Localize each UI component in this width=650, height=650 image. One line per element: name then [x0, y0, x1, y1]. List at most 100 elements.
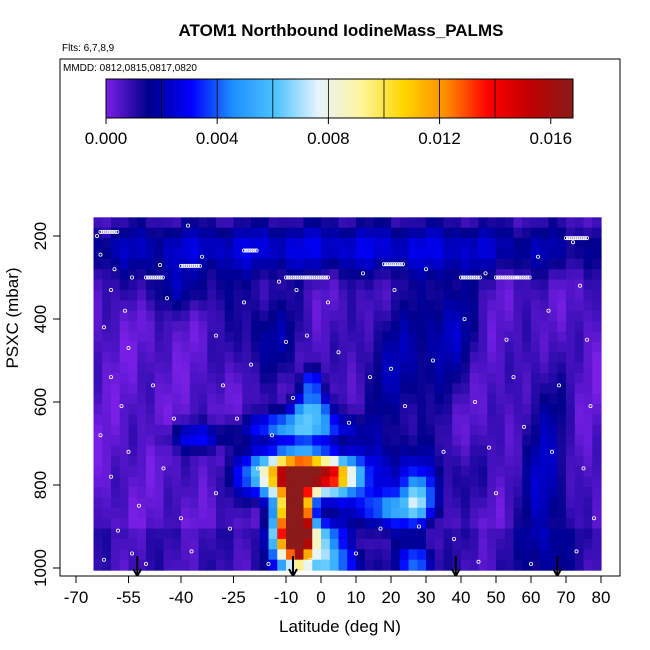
heatmap-cell [504, 341, 515, 353]
sample-point [102, 229, 107, 234]
sample-point [146, 275, 151, 280]
heatmap-cell [566, 393, 576, 405]
heatmap-cell [111, 538, 121, 550]
heatmap-cell [426, 227, 436, 239]
heatmap-cell [583, 528, 593, 540]
heatmap-cell [469, 383, 480, 395]
heatmap-cell [548, 372, 558, 384]
heatmap-cell [364, 310, 375, 322]
heatmap-cell [128, 248, 138, 260]
heatmap-cell [233, 507, 243, 519]
heatmap-cell [557, 227, 567, 239]
heatmap-cell [539, 321, 550, 333]
heatmap-cell [382, 404, 392, 416]
heatmap-cell [137, 341, 147, 353]
heatmap-cell [566, 238, 576, 250]
heatmap-cell [574, 248, 585, 260]
heatmap-cell [251, 393, 261, 405]
heatmap-cell [189, 310, 200, 322]
heatmap-cell [487, 352, 497, 364]
y-tick-label: 400 [31, 305, 50, 333]
heatmap-cell [382, 217, 392, 229]
heatmap-cell [531, 549, 541, 561]
heatmap-cell [399, 476, 410, 488]
heatmap-cell [364, 362, 375, 374]
sample-point [100, 229, 105, 234]
heatmap-cell [303, 238, 313, 250]
heatmap-cell [233, 362, 243, 374]
sample-point [469, 275, 474, 280]
heatmap-cell [207, 414, 217, 426]
heatmap-cell [286, 404, 296, 416]
heatmap-cell [539, 217, 550, 229]
heatmap-cell [259, 352, 270, 364]
heatmap-cell [347, 424, 357, 436]
heatmap-cell [268, 383, 278, 395]
colorbar-tick-label: 0.000 [85, 129, 128, 148]
heatmap-cell [294, 393, 305, 405]
heatmap-cell [286, 559, 296, 571]
heatmap-cell [268, 538, 278, 550]
heatmap-cell [137, 528, 147, 540]
heatmap-cell [443, 331, 453, 343]
heatmap-cell [364, 538, 375, 550]
heatmap-cell [399, 352, 410, 364]
heatmap-cell [531, 227, 541, 239]
colorbar-tick-label: 0.008 [307, 129, 350, 148]
heatmap-cell [504, 497, 515, 509]
heatmap-cell [417, 258, 427, 270]
sample-point [189, 263, 194, 268]
heatmap-cell [198, 383, 208, 395]
heatmap-cell [461, 404, 471, 416]
heatmap-cell [443, 497, 453, 509]
heatmap-cell [233, 258, 243, 270]
heatmap-cell [111, 362, 121, 374]
heatmap-cell [574, 424, 585, 436]
heatmap-cell [128, 269, 138, 281]
heatmap-cell [487, 538, 497, 550]
heatmap-cell [146, 269, 156, 281]
heatmap-cell [102, 549, 112, 561]
heatmap-cell [583, 435, 593, 447]
heatmap-cell [137, 455, 147, 467]
sample-point [98, 229, 103, 234]
heatmap-cell [163, 383, 173, 395]
heatmap-cell [146, 487, 156, 499]
heatmap-cell [277, 238, 287, 250]
heatmap-cell [574, 559, 585, 571]
heatmap-cell [242, 331, 252, 343]
heatmap-cell [487, 455, 497, 467]
heatmap-cell [496, 289, 506, 301]
heatmap-cell [469, 227, 480, 239]
heatmap-cell [207, 227, 217, 239]
heatmap-cell [356, 455, 366, 467]
heatmap-cell [172, 455, 182, 467]
heatmap-cell [172, 258, 182, 270]
x-tick-label: 10 [347, 588, 366, 607]
heatmap-cell [303, 497, 313, 509]
heatmap-cell [408, 549, 418, 561]
heatmap-cell [181, 487, 191, 499]
heatmap-cell [592, 497, 602, 509]
heatmap-cell [583, 269, 593, 281]
heatmap-cell [452, 362, 462, 374]
heatmap-cell [303, 321, 313, 333]
heatmap-cell [504, 300, 515, 312]
x-tick-label: 50 [487, 588, 506, 607]
sample-point [304, 333, 309, 338]
sample-point [392, 262, 397, 267]
heatmap-cell [461, 269, 471, 281]
heatmap-cell [137, 300, 147, 312]
sample-point [143, 275, 148, 280]
heatmap-cell [364, 258, 375, 270]
heatmap-cell [373, 538, 383, 550]
heatmap-cell [189, 487, 200, 499]
heatmap-cell [583, 227, 593, 239]
heatmap-cell [531, 445, 541, 457]
heatmap-cell [592, 414, 602, 426]
heatmap-cell [382, 269, 392, 281]
heatmap-cell [268, 393, 278, 405]
heatmap-cell [172, 372, 182, 384]
heatmap-cell [119, 507, 130, 519]
